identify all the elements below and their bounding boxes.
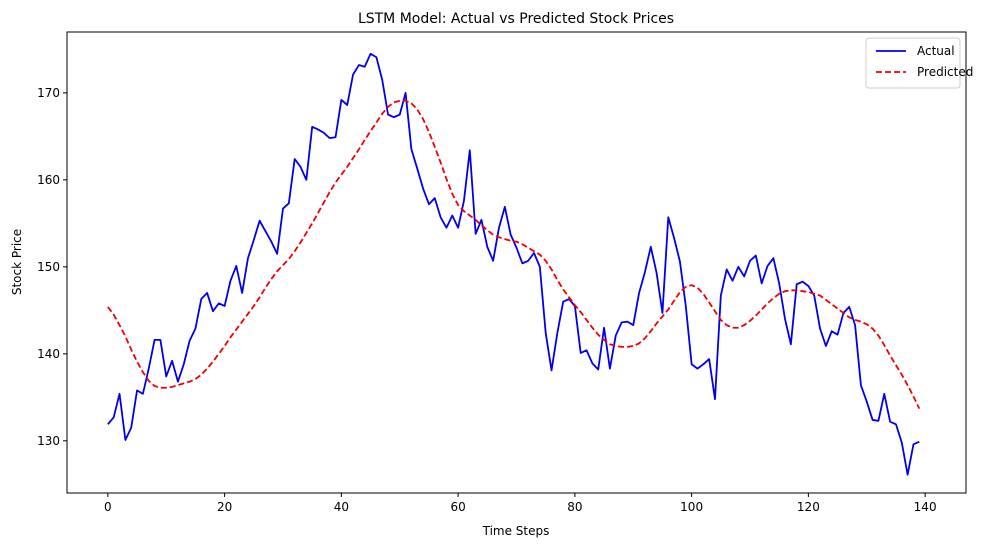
x-tick-label: 100 [680, 500, 703, 514]
x-tick-label: 40 [334, 500, 349, 514]
x-tick-label: 140 [914, 500, 937, 514]
x-axis-ticks: 0 20 40 60 80 100 120 140 [104, 493, 937, 514]
x-tick-label: 0 [104, 500, 112, 514]
legend-label-predicted: Predicted [917, 65, 973, 79]
y-tick-label: 130 [37, 434, 60, 448]
plot-frame [66, 31, 967, 494]
y-axis-ticks: 130 140 150 160 170 [37, 86, 67, 448]
y-tick-label: 150 [37, 260, 60, 274]
x-axis-label: Time Steps [482, 524, 550, 538]
legend-label-actual: Actual [917, 44, 955, 58]
x-tick-label: 60 [450, 500, 465, 514]
x-tick-label: 20 [217, 500, 232, 514]
x-tick-label: 120 [797, 500, 820, 514]
y-axis-label: Stock Price [10, 229, 24, 295]
series-line-predicted [107, 99, 921, 410]
series-layer [107, 52, 921, 476]
y-tick-label: 170 [37, 86, 60, 100]
y-tick-label: 140 [37, 347, 60, 361]
plot-background [67, 32, 966, 493]
chart-title: LSTM Model: Actual vs Predicted Stock Pr… [358, 11, 674, 27]
x-tick-label: 80 [567, 500, 582, 514]
y-tick-label: 160 [37, 173, 60, 187]
legend: Actual Predicted [865, 37, 973, 89]
